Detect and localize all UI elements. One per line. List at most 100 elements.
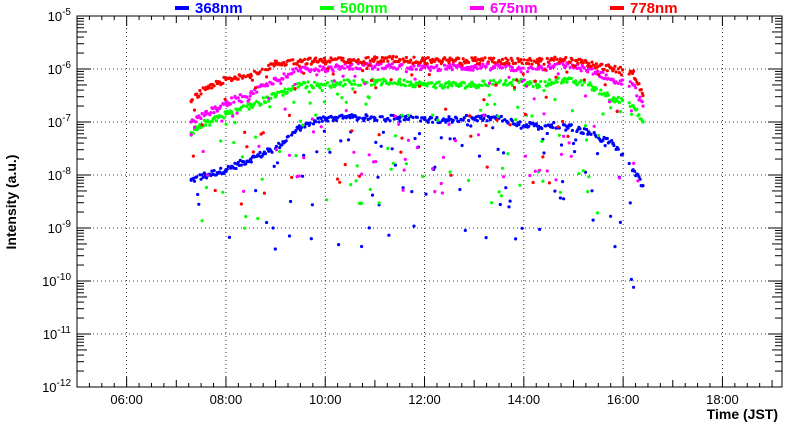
data-point [230,96,234,100]
data-point [362,119,366,123]
data-point [192,179,197,183]
data-point [458,187,462,192]
data-point [301,174,305,178]
data-point [220,119,224,123]
x-tick-label: 18:00 [706,392,739,407]
data-point [368,187,372,192]
data-point [369,83,373,87]
data-point [360,244,364,249]
data-point [367,63,371,67]
data-point [534,122,538,126]
data-point [452,63,456,68]
data-point [302,71,306,75]
data-point [275,161,280,165]
data-point [493,61,497,65]
data-point [561,180,565,184]
data-point [564,64,568,68]
data-point [204,120,208,124]
data-point [414,67,418,71]
data-point [245,95,249,99]
data-point [391,54,395,59]
data-point [419,119,423,123]
data-point [541,155,545,159]
data-point [601,70,605,74]
data-point [366,55,370,60]
data-point [357,116,361,120]
data-point [554,75,558,79]
data-point [326,67,330,71]
data-point [424,192,428,196]
data-points [189,54,645,289]
data-point [247,98,251,102]
data-point [410,67,414,71]
data-point [450,68,454,72]
data-point [203,123,207,127]
data-point [527,124,531,128]
data-point [281,93,285,97]
data-point [221,190,225,194]
data-point [310,203,314,207]
data-point [586,70,590,74]
data-point [615,109,619,114]
data-point [328,60,332,64]
data-point [389,167,393,171]
data-point [523,112,528,116]
data-point [576,82,580,86]
data-point [224,112,228,116]
data-point [573,150,577,154]
data-point [297,64,301,68]
data-point [607,100,612,104]
data-point [218,170,222,174]
data-point [537,124,541,128]
data-point [519,126,523,130]
data-point [406,138,411,142]
data-point [585,127,589,132]
data-point [352,150,356,154]
data-point [616,81,620,85]
data-point [293,87,297,91]
data-point [536,62,541,66]
data-point [479,108,483,112]
legend-swatch [175,6,189,10]
data-point [435,115,439,120]
data-point [283,87,287,91]
data-point [638,177,642,181]
data-point [542,112,546,116]
data-point [365,114,369,118]
data-point [240,155,245,159]
data-point [490,201,494,205]
data-point [260,177,264,181]
data-point [605,136,609,141]
data-point [605,91,609,95]
data-point [509,80,513,85]
data-point [635,107,639,112]
data-point [491,82,495,86]
data-point [337,243,341,247]
data-point [266,84,270,88]
data-point [340,96,344,100]
data-point [189,99,193,103]
data-point [412,224,416,228]
data-point [561,63,566,67]
y-axis-title: Intensity (a.u.) [3,155,19,250]
data-point [348,116,352,120]
data-point [476,133,481,137]
data-point [377,201,381,205]
data-point [277,141,281,145]
legend-label: 675nm [490,0,538,17]
data-point [401,57,405,61]
data-point [464,113,468,118]
series-778nm [189,54,645,206]
data-point [388,119,392,123]
data-point [621,68,625,72]
data-point [236,160,240,165]
data-point [323,59,327,63]
y-tick-label: 10-6 [48,60,72,77]
data-point [322,100,326,104]
data-point [618,110,623,114]
data-point [294,128,298,133]
data-point [448,137,452,141]
data-point [413,85,417,89]
data-point [355,164,359,168]
data-point [274,78,278,82]
